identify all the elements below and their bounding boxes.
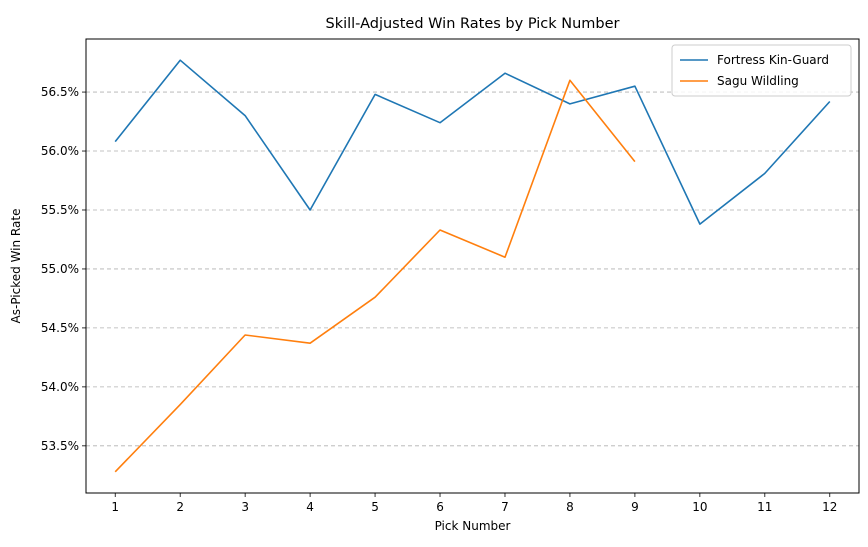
x-tick-label: 8 bbox=[566, 500, 574, 514]
x-axis-ticks: 1 2 3 4 5 6 7 8 9 10 11 12 bbox=[111, 493, 837, 514]
legend-label: Fortress Kin-Guard bbox=[717, 53, 829, 67]
y-tick-label: 55.0% bbox=[41, 262, 79, 276]
x-tick-label: 10 bbox=[692, 500, 707, 514]
x-tick-label: 7 bbox=[501, 500, 509, 514]
x-tick-label: 12 bbox=[822, 500, 837, 514]
x-tick-label: 3 bbox=[241, 500, 249, 514]
x-tick-label: 11 bbox=[757, 500, 772, 514]
x-tick-label: 5 bbox=[371, 500, 379, 514]
x-tick-label: 9 bbox=[631, 500, 639, 514]
chart-title: Skill-Adjusted Win Rates by Pick Number bbox=[326, 16, 620, 32]
legend-label: Sagu Wildling bbox=[717, 74, 799, 88]
x-tick-label: 2 bbox=[176, 500, 184, 514]
grid-lines bbox=[86, 91, 859, 447]
legend-box bbox=[671, 44, 852, 97]
series-line-fortress-kin-guard bbox=[114, 59, 831, 225]
y-axis-label: As-Picked Win Rate bbox=[9, 209, 23, 324]
y-tick-label: 56.5% bbox=[41, 85, 79, 99]
y-tick-label: 56.0% bbox=[41, 144, 79, 158]
y-tick-label: 55.5% bbox=[41, 203, 79, 217]
plot-frame bbox=[85, 38, 860, 494]
y-tick-label: 54.0% bbox=[41, 380, 79, 394]
x-axis-label: Pick Number bbox=[435, 519, 511, 533]
y-tick-label: 54.5% bbox=[41, 321, 79, 335]
legend: Fortress Kin-Guard Sagu Wildling bbox=[671, 44, 852, 97]
series-line-sagu-wildling bbox=[114, 79, 636, 473]
series-lines bbox=[114, 59, 831, 473]
x-tick-label: 1 bbox=[111, 500, 119, 514]
y-axis-ticks: 53.5% 54.0% 54.5% 55.0% 55.5% 56.0% 56.5% bbox=[41, 85, 86, 453]
x-tick-label: 4 bbox=[306, 500, 314, 514]
x-tick-label: 6 bbox=[436, 500, 444, 514]
y-tick-label: 53.5% bbox=[41, 439, 79, 453]
